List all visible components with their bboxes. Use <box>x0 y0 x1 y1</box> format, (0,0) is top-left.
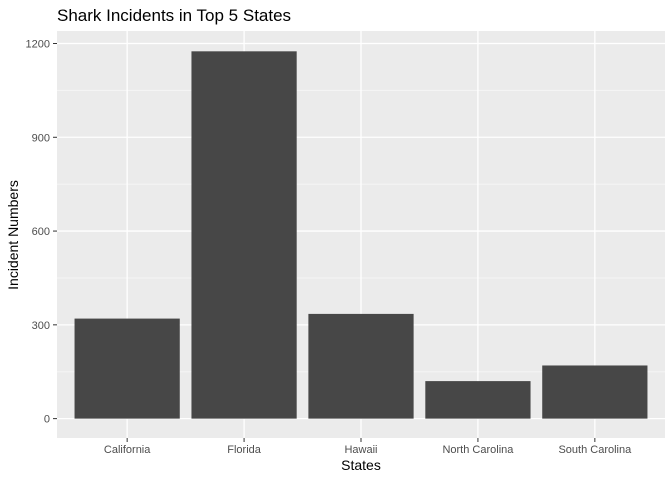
y-tick-label: 1200 <box>26 39 50 51</box>
x-axis: California Florida Hawaii North Carolina Sou… <box>104 438 632 456</box>
y-axis-title: Incident Numbers <box>5 180 21 290</box>
y-tick-label: 900 <box>32 132 50 144</box>
x-tick-label: Hawaii <box>344 444 377 456</box>
x-tick-label: California <box>104 444 151 456</box>
x-axis-title: States <box>341 457 381 473</box>
x-tick-label: Florida <box>227 444 262 456</box>
bar <box>542 365 648 419</box>
bar <box>191 51 297 419</box>
x-tick-label: South Carolina <box>558 444 632 456</box>
chart-title: Shark Incidents in Top 5 States <box>57 6 291 25</box>
y-tick-label: 0 <box>44 414 50 426</box>
x-tick-label: North Carolina <box>442 444 514 456</box>
bar <box>425 381 531 419</box>
y-axis: 0 300 600 900 1200 <box>26 39 57 426</box>
bar <box>308 313 414 419</box>
y-tick-label: 300 <box>32 320 50 332</box>
y-tick-label: 600 <box>32 226 50 238</box>
bars <box>74 51 648 419</box>
bar <box>74 318 180 419</box>
